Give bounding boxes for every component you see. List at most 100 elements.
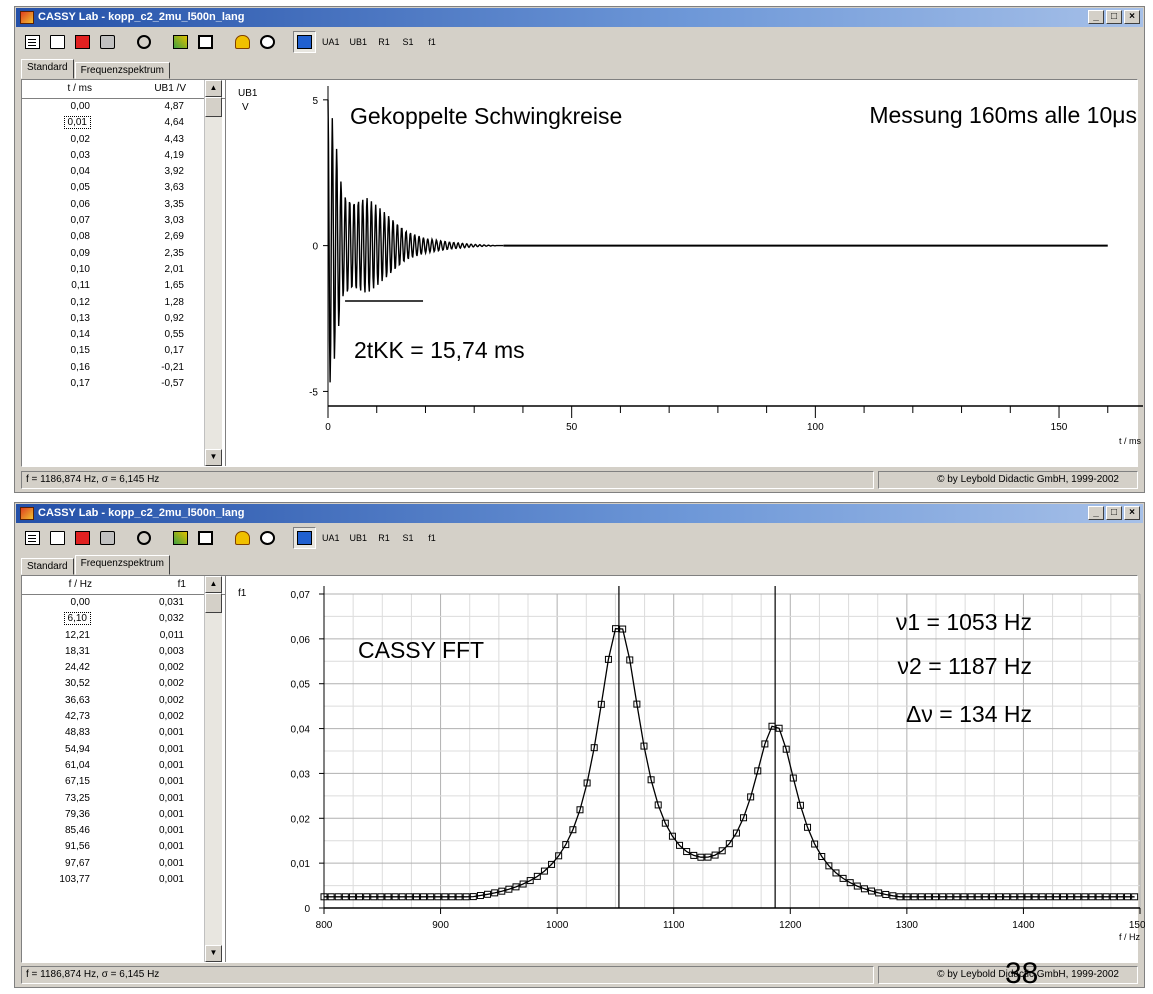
- cell-y[interactable]: 1,28: [164, 296, 184, 308]
- cell-x[interactable]: 6,10: [22, 611, 102, 627]
- cell-y[interactable]: 0,001: [158, 808, 184, 820]
- cell-x[interactable]: 0,02: [70, 133, 90, 145]
- table-row[interactable]: 24,42 0,002: [22, 660, 225, 676]
- table-row[interactable]: 0,15 0,17: [22, 343, 225, 359]
- cell-x[interactable]: 0,15: [70, 345, 90, 357]
- cell-y[interactable]: 0,001: [158, 825, 184, 837]
- cell-y[interactable]: 3,35: [164, 198, 184, 210]
- new-button[interactable]: [21, 31, 44, 53]
- tab-frequenzspektrum[interactable]: Frequenzspektrum: [74, 555, 170, 575]
- table-row[interactable]: 79,36 0,001: [22, 807, 225, 823]
- channel-s1-button[interactable]: S1: [402, 37, 414, 47]
- print-button[interactable]: [96, 527, 119, 549]
- table-row[interactable]: 0,13 0,92: [22, 311, 225, 327]
- cell-y[interactable]: 0,17: [164, 345, 184, 357]
- cell-x[interactable]: 0,01: [22, 115, 102, 131]
- cell-x[interactable]: 0,10: [70, 263, 90, 275]
- table-row[interactable]: 61,04 0,001: [22, 758, 225, 774]
- table-row[interactable]: 48,83 0,001: [22, 725, 225, 741]
- cell-y[interactable]: 0,92: [164, 312, 184, 324]
- cell-x[interactable]: 0,14: [70, 329, 90, 341]
- scroll-down-button[interactable]: ▼: [205, 449, 222, 466]
- cell-y[interactable]: 3,03: [164, 215, 184, 227]
- table-row[interactable]: 0,07 3,03: [22, 213, 225, 229]
- bell-button[interactable]: [231, 31, 254, 53]
- save-button[interactable]: [71, 527, 94, 549]
- tab-standard[interactable]: Standard: [21, 59, 74, 79]
- record-button[interactable]: [256, 527, 279, 549]
- cell-x[interactable]: 42,73: [64, 711, 90, 723]
- table-row[interactable]: 42,73 0,002: [22, 709, 225, 725]
- table-row[interactable]: 0,00 4,87: [22, 99, 225, 115]
- cell-x[interactable]: 103,77: [59, 874, 90, 886]
- record-button[interactable]: [256, 31, 279, 53]
- fft-chart[interactable]: f1 0 0,01 0,02 0,03 0,04 0,05 0,06 0,07 800 900 100…: [232, 576, 1152, 962]
- table-row[interactable]: 0,10 2,01: [22, 262, 225, 278]
- minimize-button[interactable]: _: [1088, 506, 1104, 520]
- cell-x[interactable]: 0,12: [70, 296, 90, 308]
- cell-x[interactable]: 67,15: [64, 776, 90, 788]
- cell-y[interactable]: 0,002: [158, 694, 184, 706]
- cell-y[interactable]: 0,001: [158, 874, 184, 886]
- cell-y[interactable]: -0,21: [161, 361, 184, 373]
- open-button[interactable]: [46, 527, 69, 549]
- cell-x[interactable]: 0,00: [70, 101, 90, 112]
- table-row[interactable]: 0,04 3,92: [22, 164, 225, 180]
- cell-y[interactable]: 4,64: [164, 117, 184, 129]
- cell-y[interactable]: 2,69: [164, 231, 184, 243]
- cell-x[interactable]: 18,31: [64, 645, 90, 657]
- table-row[interactable]: 0,03 4,19: [22, 148, 225, 164]
- table-row[interactable]: 36,63 0,002: [22, 693, 225, 709]
- table-row[interactable]: 85,46 0,001: [22, 823, 225, 839]
- cell-x[interactable]: 0,06: [70, 198, 90, 210]
- channel-ub1-button[interactable]: UB1: [349, 533, 368, 543]
- cell-y[interactable]: 0,002: [158, 662, 184, 674]
- channel-f1-button[interactable]: f1: [428, 533, 436, 543]
- table-row[interactable]: 0,12 1,28: [22, 295, 225, 311]
- minimize-button[interactable]: _: [1088, 10, 1104, 24]
- column-header-frequency[interactable]: f / Hz: [68, 579, 92, 590]
- measure-button[interactable]: [293, 31, 316, 53]
- cell-y[interactable]: 3,92: [164, 166, 184, 178]
- table-scrollbar[interactable]: ▲ ▼: [204, 576, 222, 962]
- display-button[interactable]: [194, 527, 217, 549]
- cell-y[interactable]: 4,19: [164, 149, 184, 161]
- cell-y[interactable]: 0,001: [158, 727, 184, 739]
- cell-y[interactable]: 0,031: [158, 597, 184, 608]
- bell-button[interactable]: [231, 527, 254, 549]
- cell-y[interactable]: 0,001: [158, 792, 184, 804]
- table-row[interactable]: 67,15 0,001: [22, 774, 225, 790]
- cell-y[interactable]: 2,35: [164, 247, 184, 259]
- cell-y[interactable]: 0,002: [158, 678, 184, 690]
- time-chart[interactable]: UB1 V -5 0 5 0 50 100 150 t / ms Gekoppelte Schwin…: [232, 80, 1143, 466]
- cell-x[interactable]: 0,05: [70, 182, 90, 194]
- stopwatch-button[interactable]: [133, 527, 155, 549]
- table-row[interactable]: 0,00 0,031: [22, 595, 225, 611]
- cell-y[interactable]: 0,001: [158, 759, 184, 771]
- new-button[interactable]: [21, 527, 44, 549]
- channel-ub1-button[interactable]: UB1: [349, 37, 368, 47]
- cell-x[interactable]: 30,52: [64, 678, 90, 690]
- tab-frequenzspektrum[interactable]: Frequenzspektrum: [74, 62, 170, 79]
- channel-s1-button[interactable]: S1: [402, 533, 414, 543]
- table-row[interactable]: 6,10 0,032: [22, 611, 225, 627]
- tools-button[interactable]: [169, 31, 192, 53]
- cell-y[interactable]: 1,65: [164, 280, 184, 292]
- channel-ua1-button[interactable]: UA1: [322, 37, 340, 47]
- cell-x[interactable]: 0,11: [71, 280, 90, 292]
- cell-x[interactable]: 0,09: [70, 247, 90, 259]
- cell-y[interactable]: -0,57: [161, 378, 184, 390]
- maximize-button[interactable]: □: [1106, 506, 1122, 520]
- save-button[interactable]: [71, 31, 94, 53]
- cell-x[interactable]: 0,16: [70, 361, 90, 373]
- tab-standard[interactable]: Standard: [21, 558, 74, 575]
- cell-x[interactable]: 73,25: [64, 792, 90, 804]
- table-row[interactable]: 0,11 1,65: [22, 278, 225, 294]
- cell-x[interactable]: 24,42: [64, 662, 90, 674]
- cell-y[interactable]: 0,001: [158, 776, 184, 788]
- scroll-thumb[interactable]: [205, 97, 222, 117]
- table-row[interactable]: 18,31 0,003: [22, 644, 225, 660]
- column-header-time[interactable]: t / ms: [67, 83, 92, 94]
- table-row[interactable]: 97,67 0,001: [22, 856, 225, 872]
- channel-r1-button[interactable]: R1: [378, 533, 390, 543]
